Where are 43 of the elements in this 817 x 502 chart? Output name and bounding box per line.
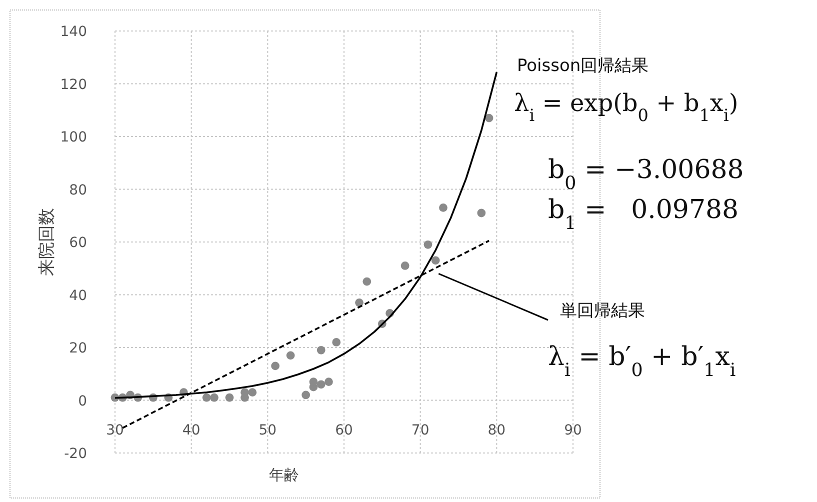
point xyxy=(332,338,341,346)
point xyxy=(316,346,326,354)
x-tick-label: 40 xyxy=(182,422,200,438)
annotation: λ$_{i}$ = b′$_{0}$ + b′$_{1}$x$_{i}$ xyxy=(548,342,736,380)
point xyxy=(477,208,486,218)
x-tick-label: 60 xyxy=(335,422,353,438)
y-tick-label: 0 xyxy=(78,393,87,410)
x-axis-title: 年齢 xyxy=(269,466,299,484)
point xyxy=(439,204,448,212)
y-tick-label: 40 xyxy=(69,288,87,304)
y-tick-label: 140 xyxy=(60,24,87,40)
x-tick-label: 80 xyxy=(488,422,506,438)
y-tick-label: 20 xyxy=(69,340,87,356)
point xyxy=(302,390,310,400)
point xyxy=(271,362,280,370)
x-tick-label: 50 xyxy=(258,422,277,438)
y-tick-label: -20 xyxy=(64,446,87,462)
point xyxy=(324,378,333,386)
annotation: Poisson回帰結果 xyxy=(517,56,649,76)
text: λ$_{i}$ = exp(b$_{0}$ + b$_{1}$x$_{i}$) xyxy=(514,89,738,125)
y-axis-title: 来院回数 xyxy=(37,208,57,276)
point xyxy=(484,114,494,122)
point xyxy=(424,240,432,249)
x-tick-label: 30 xyxy=(106,422,124,438)
point xyxy=(286,351,295,360)
point xyxy=(248,388,257,397)
point xyxy=(431,256,440,265)
point xyxy=(355,298,364,307)
y-tick-label: 100 xyxy=(60,130,87,146)
y-tick-label: 120 xyxy=(60,76,87,93)
annotation: b$_{0}$ = −3.00688 xyxy=(548,155,744,194)
point xyxy=(362,277,372,286)
y-tick-label: 60 xyxy=(69,235,87,251)
annotation: 単回帰結果 xyxy=(560,301,645,321)
y-tick-label: 80 xyxy=(69,182,87,198)
point xyxy=(225,393,234,402)
point xyxy=(202,393,211,402)
x-tick-label: 70 xyxy=(411,422,430,438)
annotation: b$_{1}$ = 0.09788 xyxy=(548,195,739,234)
point xyxy=(316,380,326,389)
point xyxy=(400,262,410,270)
point xyxy=(210,393,218,402)
x-tick-label: 90 xyxy=(564,422,582,438)
